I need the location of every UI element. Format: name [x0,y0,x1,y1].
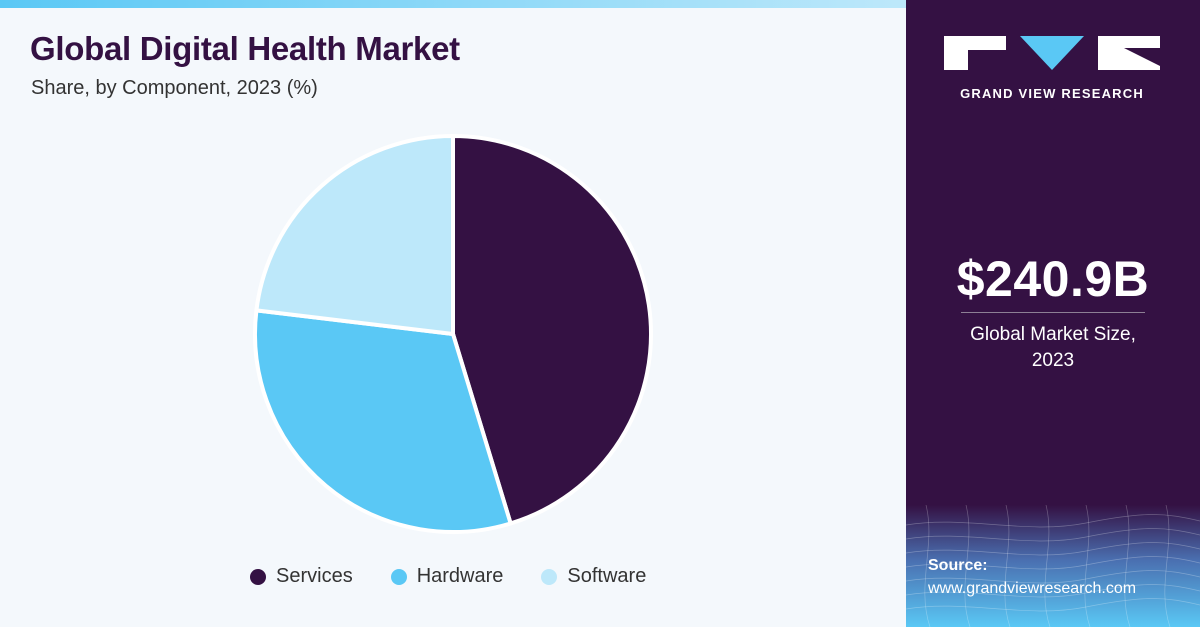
divider [961,312,1145,313]
legend-item-hardware: Hardware [390,565,504,588]
chart-panel: Global Digital Health Market Share, by C… [0,0,906,627]
brand-logo: GRAND VIEW RESEARCH [944,36,1160,101]
legend-label: Services [276,565,353,587]
chart-title: Global Digital Health Market [30,30,460,67]
chart-legend: Services Hardware Software [250,565,684,588]
legend-swatch [250,568,266,585]
market-size-value: $240.9B [956,251,1150,307]
pie-chart [253,134,653,534]
legend-label: Hardware [416,565,504,587]
summary-panel: GRAND VIEW RESEARCH $240.9B Global Marke… [906,0,1200,627]
source-label: Source: [928,557,988,574]
source-url[interactable]: www.grandviewresearch.com [928,580,1137,597]
pie-slice-software [254,134,455,336]
decorative-wave-pattern [906,505,1200,627]
chart-subtitle: Share, by Component, 2023 (%) [31,77,318,99]
market-size-label-line2: 2023 [1031,350,1075,371]
market-size-label-line1: Global Market Size, [970,324,1136,345]
market-size-label: Global Market Size, 2023 [906,322,1200,374]
legend-item-software: Software [541,565,646,588]
legend-item-services: Services [250,565,353,588]
legend-label: Software [567,565,647,587]
pie-slice-hardware [253,308,513,534]
logo-mark [944,36,1160,70]
brand-name: GRAND VIEW RESEARCH [960,86,1144,101]
legend-swatch [390,568,407,585]
top-accent-bar [0,0,906,8]
pie-slice-services [451,134,653,526]
legend-swatch [541,568,558,585]
